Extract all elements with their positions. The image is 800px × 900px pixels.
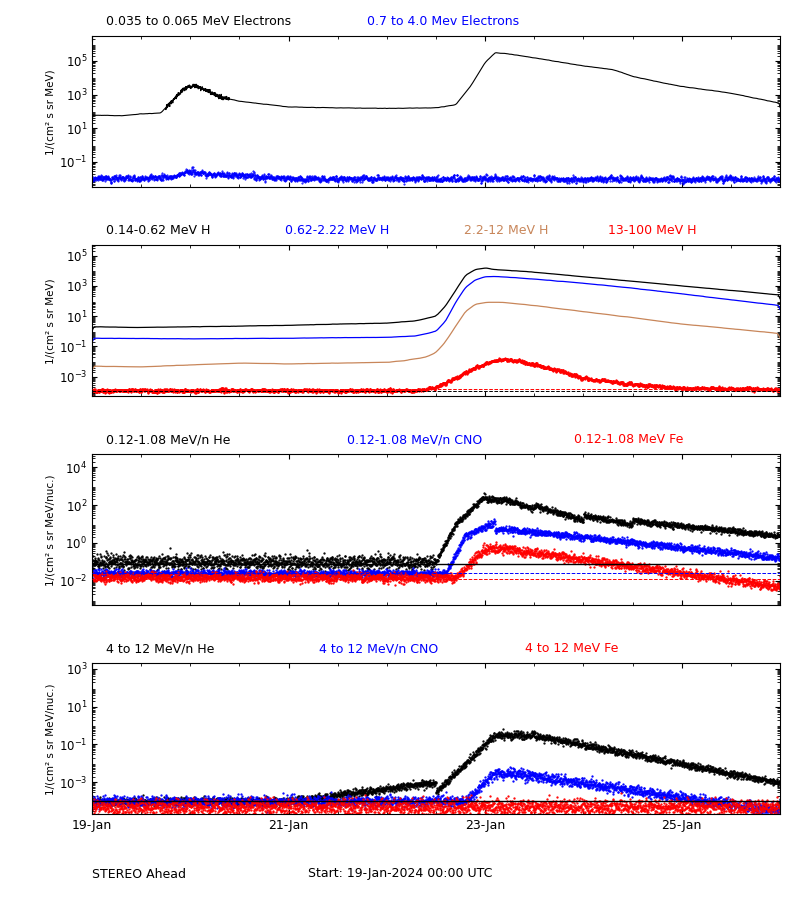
Y-axis label: 1/(cm² s sr MeV/nuc.): 1/(cm² s sr MeV/nuc.): [46, 683, 56, 795]
Text: 0.12-1.08 MeV/n He: 0.12-1.08 MeV/n He: [106, 434, 230, 446]
Text: 4 to 12 MeV/n CNO: 4 to 12 MeV/n CNO: [319, 643, 438, 655]
Text: 4 to 12 MeV/n He: 4 to 12 MeV/n He: [106, 643, 214, 655]
Text: 2.2-12 MeV H: 2.2-12 MeV H: [463, 224, 548, 238]
Y-axis label: 1/(cm² s sr MeV/nuc.): 1/(cm² s sr MeV/nuc.): [46, 474, 56, 586]
Text: 0.14-0.62 MeV H: 0.14-0.62 MeV H: [106, 224, 210, 238]
Text: 0.62-2.22 MeV H: 0.62-2.22 MeV H: [285, 224, 389, 238]
Text: 0.035 to 0.065 MeV Electrons: 0.035 to 0.065 MeV Electrons: [106, 15, 291, 29]
Y-axis label: 1/(cm² s sr MeV): 1/(cm² s sr MeV): [46, 278, 56, 364]
Y-axis label: 1/(cm² s sr MeV): 1/(cm² s sr MeV): [46, 69, 56, 155]
Text: 0.12-1.08 MeV Fe: 0.12-1.08 MeV Fe: [574, 434, 683, 446]
Text: STEREO Ahead: STEREO Ahead: [92, 868, 186, 880]
Text: Start: 19-Jan-2024 00:00 UTC: Start: 19-Jan-2024 00:00 UTC: [308, 868, 492, 880]
Text: 13-100 MeV H: 13-100 MeV H: [608, 224, 697, 238]
Text: 0.12-1.08 MeV/n CNO: 0.12-1.08 MeV/n CNO: [346, 434, 482, 446]
Text: 4 to 12 MeV Fe: 4 to 12 MeV Fe: [526, 643, 619, 655]
Text: 0.7 to 4.0 Mev Electrons: 0.7 to 4.0 Mev Electrons: [367, 15, 519, 29]
